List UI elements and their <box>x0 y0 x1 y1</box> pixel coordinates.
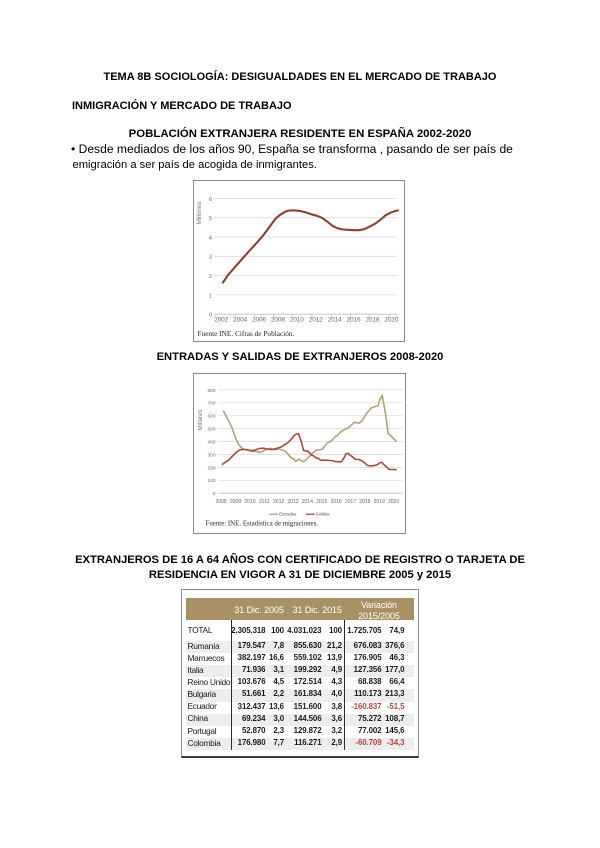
svg-text:6: 6 <box>209 197 212 203</box>
svg-text:Salidas: Salidas <box>316 512 330 517</box>
svg-text:200: 200 <box>207 465 215 471</box>
svg-text:2010: 2010 <box>244 499 255 505</box>
svg-text:500: 500 <box>207 427 215 433</box>
svg-text:Fuente: INE. Estadística de mi: Fuente: INE. Estadística de migraciones. <box>206 521 319 528</box>
svg-text:2018: 2018 <box>359 499 370 505</box>
svg-text:5: 5 <box>209 216 212 222</box>
svg-text:2: 2 <box>209 274 212 280</box>
svg-text:2016: 2016 <box>330 499 341 505</box>
svg-text:0: 0 <box>209 313 212 319</box>
svg-text:700: 700 <box>207 401 215 407</box>
svg-text:2014: 2014 <box>328 317 342 324</box>
svg-text:Entradas: Entradas <box>279 512 296 517</box>
svg-text:2002: 2002 <box>214 317 228 324</box>
svg-text:2013: 2013 <box>287 499 298 505</box>
svg-text:2015: 2015 <box>316 499 327 505</box>
svg-text:2020: 2020 <box>384 317 398 324</box>
svg-text:2019: 2019 <box>374 499 385 505</box>
svg-text:400: 400 <box>207 439 215 445</box>
svg-text:1: 1 <box>209 293 212 299</box>
svg-text:2008: 2008 <box>216 499 227 505</box>
svg-text:2018: 2018 <box>365 317 379 324</box>
svg-text:2012: 2012 <box>309 317 323 324</box>
svg-text:2004: 2004 <box>233 317 247 324</box>
svg-text:2010: 2010 <box>290 317 304 324</box>
svg-text:Millones: Millones <box>196 202 203 225</box>
svg-text:Millares: Millares <box>198 410 204 431</box>
svg-text:0: 0 <box>213 491 216 497</box>
svg-text:4: 4 <box>209 235 213 241</box>
svg-text:Fuente INE. Cifras de Població: Fuente INE. Cifras de Población. <box>198 329 295 338</box>
svg-text:2017: 2017 <box>345 499 356 505</box>
svg-text:2016: 2016 <box>347 317 361 324</box>
svg-text:800: 800 <box>207 388 215 394</box>
svg-text:2020: 2020 <box>388 499 399 505</box>
svg-text:600: 600 <box>207 414 215 420</box>
svg-text:300: 300 <box>207 452 215 458</box>
svg-text:2006: 2006 <box>252 317 266 324</box>
svg-text:100: 100 <box>207 478 215 484</box>
svg-text:2009: 2009 <box>230 499 241 505</box>
svg-text:2012: 2012 <box>273 499 284 505</box>
svg-text:2014: 2014 <box>302 499 313 505</box>
svg-text:3: 3 <box>209 255 212 261</box>
svg-text:2008: 2008 <box>271 317 285 324</box>
svg-text:2011: 2011 <box>259 499 270 505</box>
